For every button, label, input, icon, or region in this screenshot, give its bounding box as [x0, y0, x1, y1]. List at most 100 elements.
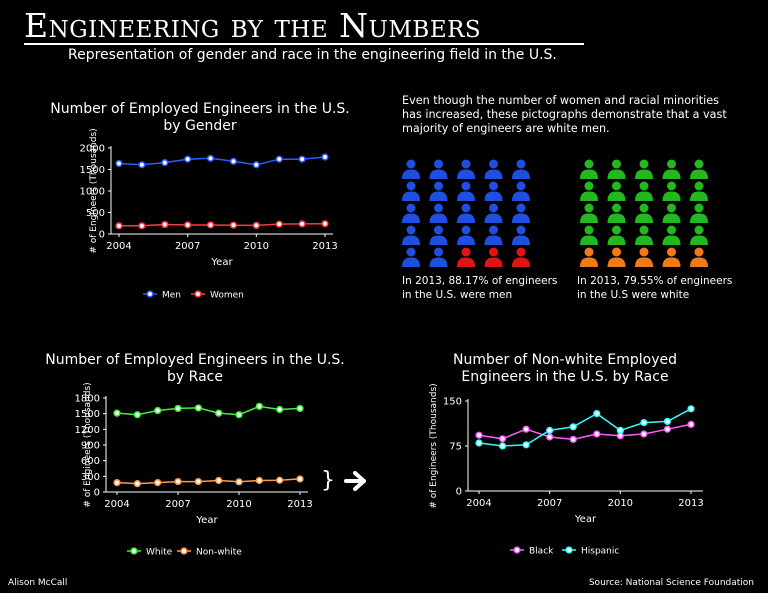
nonwhite-black-point	[569, 435, 577, 444]
gender-men-point	[184, 155, 192, 163]
pictograph-race-person-icon	[667, 181, 676, 191]
nonwhite-hispanic-line	[478, 408, 692, 447]
nonwhite-black-point	[475, 431, 483, 439]
pictograph-race-person-icon	[584, 247, 594, 257]
pictograph-gender-person-icon	[457, 191, 475, 201]
gender-y-tick-label: 500	[86, 208, 105, 219]
pictograph-gender-person-icon	[429, 169, 448, 179]
pictograph-race-person-icon	[612, 203, 621, 213]
gender-y-tick-label: 1500	[80, 165, 105, 176]
nonwhite-hispanic-point	[687, 405, 695, 413]
gender-y-tick-label: 2000	[80, 144, 105, 155]
gender-y-tick-label: 0	[99, 230, 105, 241]
gender-x-axis-label: Year	[210, 257, 233, 268]
pictograph-gender-person-icon	[434, 247, 443, 257]
pictograph-race-person-icon	[635, 169, 653, 179]
race-non-white-point	[235, 478, 243, 486]
pictograph-gender-person-icon	[429, 257, 448, 267]
pictograph-gender-person-icon	[402, 235, 420, 245]
race-non-white-line	[116, 478, 301, 485]
pictograph-gender-person-icon	[512, 213, 530, 223]
race-white-point	[296, 404, 304, 413]
nonwhite-hispanic-point	[616, 426, 624, 435]
gender-women-point	[275, 220, 283, 228]
pictograph-race-person-icon	[635, 257, 653, 267]
pictograph-race-person-icon	[667, 225, 676, 235]
pictograph-gender-person-icon	[512, 235, 530, 245]
pictograph-race-person-icon	[607, 257, 626, 267]
gender-women-point	[321, 220, 329, 228]
gender-women-line	[119, 222, 326, 227]
gender-women-point	[229, 221, 238, 229]
pictograph-race-person-icon	[690, 191, 708, 201]
race-x-tick-label: 2004	[104, 499, 129, 510]
pictograph-gender-person-icon	[457, 213, 475, 223]
race-y-tick-label: 600	[81, 456, 100, 467]
race-y-axis-label: # of Engineers (Thousands)	[83, 382, 93, 507]
pictograph-race-person-icon	[662, 191, 681, 201]
nonwhite-black-point	[593, 430, 601, 438]
pictograph-gender-person-icon	[484, 257, 503, 267]
pictograph-race-person-icon	[694, 159, 704, 169]
source-note: Source: National Science Foundation	[588, 578, 754, 588]
race-legend-non-white-marker	[180, 547, 188, 555]
pictograph-race-person-icon	[607, 235, 626, 245]
nonwhite-x-tick-label: 2007	[537, 498, 562, 509]
race-white-point	[255, 402, 263, 410]
pictograph-race-person-icon	[612, 225, 621, 235]
race-legend-white-marker	[130, 547, 138, 555]
pictograph-race-person-icon	[662, 213, 681, 223]
pictograph-race-person-icon	[639, 181, 649, 191]
race-y-tick-label: 300	[81, 472, 100, 483]
pictograph-gender-person-icon	[406, 247, 416, 257]
race-white-point	[235, 411, 243, 419]
pictograph-race-person-icon	[612, 181, 621, 191]
pictograph-race-person-icon	[639, 225, 649, 235]
pictograph-gender-person-icon	[489, 203, 498, 213]
pictograph-race-person-icon	[667, 247, 676, 257]
pictograph-race-person-icon	[694, 247, 704, 257]
pictograph-gender-person-icon	[516, 181, 526, 191]
pictograph-intro: Even though the number of women and raci…	[402, 94, 727, 135]
pictograph-gender-person-icon	[484, 235, 503, 245]
pictograph-gender-person-icon	[429, 213, 448, 223]
pictograph-race-person-icon	[584, 203, 594, 213]
gender-men-line	[118, 156, 326, 166]
race-white-point	[276, 405, 284, 414]
race-non-white-point	[255, 476, 263, 485]
race-white-point	[174, 404, 182, 413]
title-underline	[24, 43, 584, 45]
pictograph-gender-person-icon	[406, 181, 416, 191]
pictograph-gender-person-icon	[429, 235, 448, 245]
pictograph-gender-person-icon	[512, 257, 530, 267]
gender-women-point	[161, 220, 169, 229]
pictograph-gender-person-icon	[489, 225, 498, 235]
race-y-tick-label: 900	[81, 441, 100, 452]
gender-men-point	[298, 155, 306, 163]
nonwhite-legend-black-label: Black	[529, 547, 554, 557]
gender-legend-men-marker	[146, 290, 154, 298]
pictograph-race-person-icon	[584, 225, 594, 235]
pictograph-race-person-icon	[639, 159, 649, 169]
pictograph-gender-person-icon	[402, 213, 420, 223]
pictograph-race-person-icon	[690, 257, 708, 267]
right-arrow-icon	[344, 471, 366, 491]
white-pictograph-caption: In 2013, 79.55% of engineers in the U.S …	[577, 275, 733, 301]
pictograph-race-person-icon	[690, 169, 708, 179]
pictograph-race-person-icon	[694, 225, 704, 235]
pictograph-gender-person-icon	[489, 247, 498, 257]
pictograph-gender-person-icon	[512, 191, 530, 201]
pictograph-gender-person-icon	[489, 181, 498, 191]
pictograph-race-person-icon	[694, 203, 704, 213]
nonwhite-hispanic-point	[593, 410, 601, 418]
pictograph-gender-person-icon	[457, 235, 475, 245]
nonwhite-hispanic-point	[663, 417, 672, 426]
nonwhite-hispanic-point	[475, 439, 483, 447]
nonwhite-black-point	[640, 430, 648, 438]
gender-women-point	[138, 222, 146, 230]
race-white-point	[194, 404, 202, 412]
nonwhite-hispanic-point	[640, 419, 648, 427]
gender-men-point	[229, 157, 238, 165]
pictograph-race-person-icon	[580, 213, 598, 223]
pictograph-gender-person-icon	[402, 191, 420, 201]
